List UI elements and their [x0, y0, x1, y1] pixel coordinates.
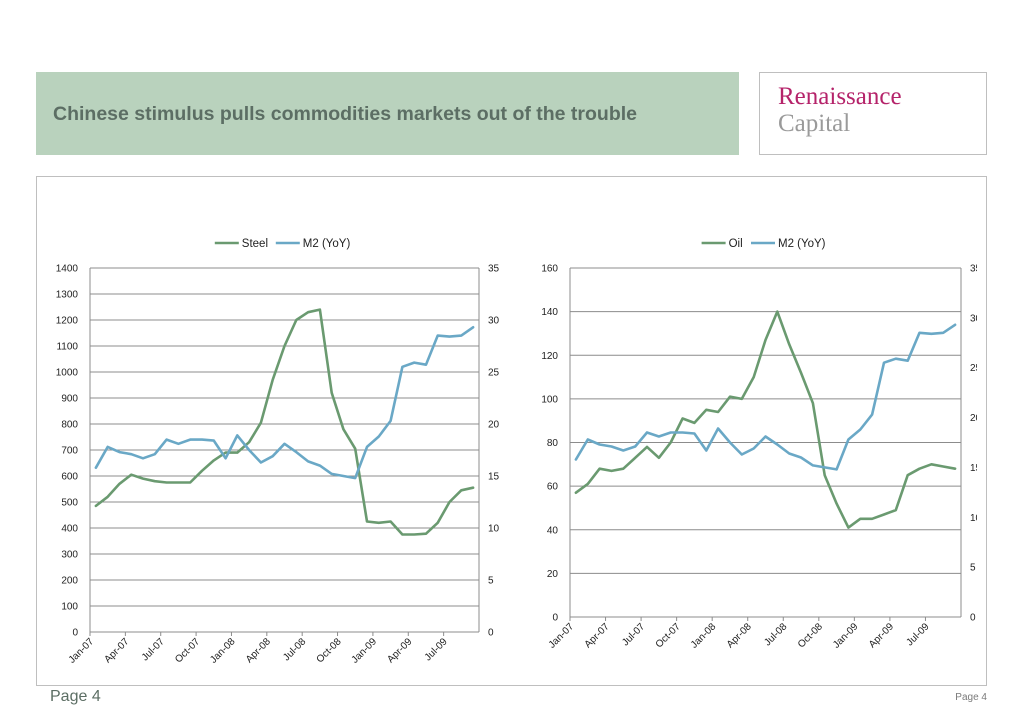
x-tick-label: Apr-07 — [583, 621, 612, 650]
legend-label: Steel — [242, 238, 268, 250]
y-left-tick-label: 600 — [61, 472, 78, 483]
x-tick-label: Jul-09 — [423, 636, 450, 663]
logo-text-line1: Renaissance — [778, 83, 902, 110]
x-tick-label: Jan-07 — [67, 636, 97, 666]
title-banner: Chinese stimulus pulls commodities marke… — [36, 72, 739, 155]
oil-m2-chart: 0 20 40 60 80 100 120 140 160 0 5 10 15 20 25 30 35 Jan-0… — [541, 238, 977, 651]
steel-m2-chart: 0100200300400500600700800900100011001200… — [56, 238, 500, 666]
y-left-tick-label: 20 — [547, 569, 559, 580]
x-tick-label: Oct-08 — [796, 621, 825, 650]
y-right-tick-label: 35 — [970, 264, 977, 275]
y-left-tick-label: 400 — [61, 524, 78, 535]
y-right-tick-label: 30 — [488, 316, 500, 327]
y-left-tick-label: 300 — [61, 550, 78, 561]
y-right-tick-label: 25 — [970, 363, 977, 374]
x-tick-label: Jan-09 — [350, 636, 380, 666]
y-right-tick-label: 35 — [488, 264, 500, 275]
series-line-0 — [94, 308, 475, 536]
y-left-tick-label: 900 — [61, 394, 78, 405]
y-left-tick-label: 800 — [61, 420, 78, 431]
y-right-tick-label: 10 — [488, 524, 500, 535]
y-right-tick-label: 20 — [488, 420, 500, 431]
y-left-tick-label: 140 — [541, 307, 558, 318]
y-left-tick-label: 1000 — [56, 368, 79, 379]
series-line-1 — [94, 326, 475, 480]
x-tick-label: Apr-09 — [867, 621, 896, 650]
y-left-tick-label: 1300 — [56, 290, 79, 301]
x-tick-label: Jan-07 — [547, 621, 577, 651]
y-left-tick-label: 100 — [541, 394, 558, 405]
y-left-tick-label: 40 — [547, 525, 559, 536]
y-right-tick-label: 15 — [488, 472, 500, 483]
y-right-tick-label: 15 — [970, 463, 977, 474]
y-right-tick-label: 20 — [970, 413, 977, 424]
x-tick-label: Apr-08 — [725, 621, 754, 650]
y-left-tick-label: 160 — [541, 264, 558, 275]
y-left-tick-label: 1400 — [56, 264, 79, 275]
y-left-tick-label: 700 — [61, 446, 78, 457]
charts-frame: 0 100 200 300 400 500 600 700 800 900 1000 1100 1200… — [36, 176, 987, 686]
legend-label: M2 (YoY) — [778, 238, 826, 250]
y-right-tick-label: 30 — [970, 313, 977, 324]
y-left-tick-label: 80 — [547, 438, 559, 449]
y-right-tick-label: 10 — [970, 513, 977, 524]
y-right-tick-label: 5 — [970, 563, 976, 574]
legend-label: M2 (YoY) — [303, 238, 351, 250]
x-tick-label: Oct-08 — [315, 636, 344, 665]
x-tick-label: Oct-07 — [654, 621, 683, 650]
y-right-tick-label: 0 — [488, 628, 494, 639]
x-tick-label: Jul-08 — [762, 621, 789, 648]
y-left-tick-label: 0 — [552, 613, 558, 624]
y-right-tick-label: 0 — [970, 613, 976, 624]
y-left-tick-label: 120 — [541, 351, 558, 362]
y-left-tick-label: 500 — [61, 498, 78, 509]
y-left-tick-label: 0 — [72, 628, 78, 639]
x-tick-label: Jul-09 — [905, 621, 932, 648]
legend-label: Oil — [729, 238, 743, 250]
series-line-1 — [574, 323, 957, 471]
y-left-tick-label: 1100 — [56, 342, 78, 353]
x-tick-label: Jul-07 — [140, 636, 167, 663]
x-tick-label: Jul-08 — [281, 636, 308, 663]
slide-title: Chinese stimulus pulls commodities marke… — [53, 103, 638, 125]
x-tick-label: Jan-09 — [831, 621, 861, 651]
x-tick-label: Apr-07 — [102, 636, 131, 665]
y-left-tick-label: 200 — [61, 576, 78, 587]
x-tick-label: Apr-09 — [385, 636, 414, 665]
y-left-tick-label: 100 — [61, 602, 78, 613]
page-number-right: Page 4 — [955, 692, 987, 703]
x-tick-label: Apr-08 — [244, 636, 273, 665]
x-tick-label: Jan-08 — [689, 621, 719, 651]
x-tick-label: Jul-07 — [620, 621, 647, 648]
y-right-tick-label: 5 — [488, 576, 494, 587]
x-tick-label: Jan-08 — [208, 636, 238, 666]
company-logo: Renaissance Capital — [759, 72, 987, 155]
logo-text-line2: Capital — [778, 110, 851, 137]
series-line-0 — [574, 310, 957, 529]
page-number-left: Page 4 — [50, 688, 101, 705]
y-left-tick-label: 1200 — [56, 316, 79, 327]
y-right-tick-label: 25 — [488, 368, 500, 379]
y-left-tick-label: 60 — [547, 482, 559, 493]
x-tick-label: Oct-07 — [173, 636, 202, 665]
